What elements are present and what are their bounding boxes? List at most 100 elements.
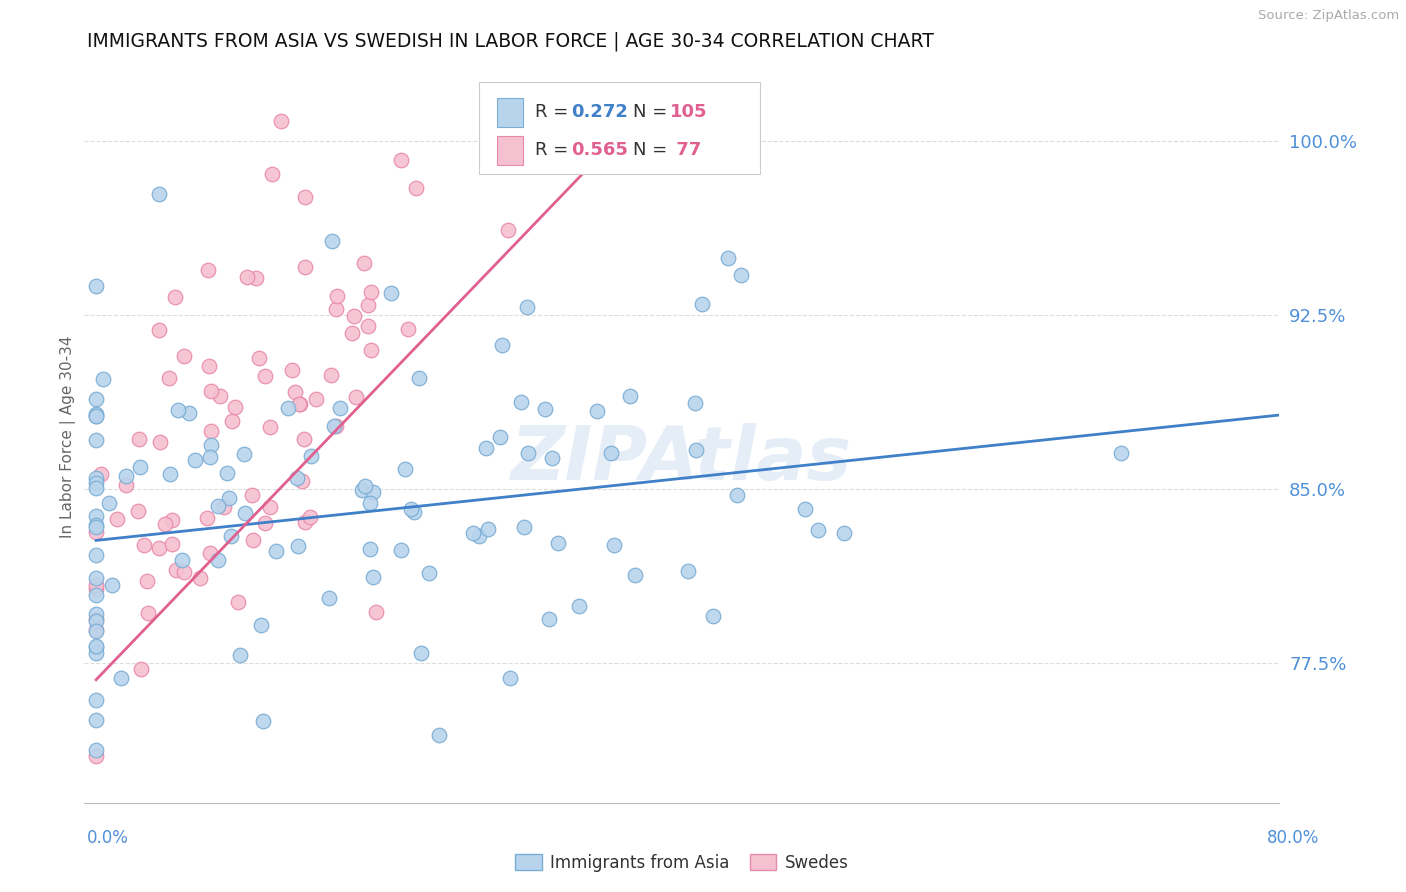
- Point: [298, 510, 321, 524]
- Text: 80.0%: 80.0%: [1267, 829, 1319, 847]
- Point: [236, 270, 259, 285]
- Point: [177, 405, 200, 419]
- Point: [148, 323, 170, 337]
- Point: [353, 479, 375, 493]
- Text: N =: N =: [633, 103, 673, 121]
- Point: [285, 470, 308, 484]
- Point: [364, 605, 387, 619]
- Point: [516, 300, 538, 314]
- Point: [229, 648, 252, 662]
- Point: [323, 419, 346, 434]
- Point: [717, 251, 740, 265]
- Point: [290, 474, 312, 488]
- Point: [129, 662, 152, 676]
- Point: [98, 496, 121, 510]
- Point: [127, 504, 149, 518]
- Legend: Immigrants from Asia, Swedes: Immigrants from Asia, Swedes: [509, 847, 855, 879]
- Point: [359, 542, 381, 557]
- Point: [360, 343, 382, 357]
- Point: [1109, 445, 1132, 459]
- Point: [794, 502, 817, 516]
- Point: [200, 384, 222, 398]
- Point: [252, 714, 274, 728]
- Point: [299, 449, 322, 463]
- Point: [200, 424, 222, 438]
- Point: [208, 389, 231, 403]
- Point: [100, 577, 122, 591]
- Point: [259, 419, 281, 434]
- Point: [110, 671, 132, 685]
- Point: [84, 407, 107, 421]
- Point: [463, 525, 485, 540]
- Point: [148, 541, 170, 555]
- Point: [730, 268, 752, 282]
- Text: R =: R =: [534, 141, 574, 159]
- Point: [603, 538, 626, 552]
- Point: [233, 447, 256, 461]
- Point: [253, 368, 276, 383]
- Point: [477, 522, 499, 536]
- Point: [198, 450, 221, 464]
- Point: [135, 574, 157, 588]
- Point: [212, 500, 235, 514]
- Point: [207, 500, 229, 514]
- Point: [533, 401, 555, 416]
- Point: [277, 401, 299, 415]
- Point: [84, 548, 107, 562]
- Point: [405, 180, 427, 194]
- Point: [832, 526, 855, 541]
- Point: [207, 553, 229, 567]
- Point: [93, 372, 115, 386]
- Point: [136, 606, 159, 620]
- Point: [325, 419, 347, 434]
- Point: [399, 502, 422, 516]
- Point: [294, 516, 316, 530]
- Point: [247, 351, 270, 366]
- Point: [676, 564, 699, 578]
- Point: [380, 285, 402, 300]
- Point: [408, 370, 430, 384]
- Point: [221, 414, 243, 428]
- Point: [84, 692, 107, 706]
- Point: [84, 409, 107, 423]
- Point: [84, 749, 107, 764]
- Point: [475, 441, 498, 455]
- Point: [84, 582, 107, 596]
- Point: [183, 453, 205, 467]
- Point: [568, 599, 591, 614]
- Point: [343, 309, 366, 323]
- Point: [198, 546, 221, 560]
- Point: [807, 523, 830, 537]
- Point: [396, 322, 419, 336]
- Point: [160, 513, 183, 527]
- FancyBboxPatch shape: [496, 136, 523, 165]
- Point: [84, 525, 107, 540]
- Point: [683, 396, 706, 410]
- Point: [404, 505, 426, 519]
- Point: [360, 285, 382, 300]
- Point: [200, 438, 222, 452]
- Point: [363, 569, 385, 583]
- Point: [288, 397, 311, 411]
- Text: 0.0%: 0.0%: [87, 829, 129, 847]
- Point: [725, 488, 748, 502]
- Point: [84, 624, 107, 638]
- Point: [197, 262, 219, 277]
- Point: [165, 562, 187, 576]
- Point: [270, 114, 292, 128]
- Point: [84, 433, 107, 447]
- Point: [685, 443, 707, 458]
- Point: [488, 430, 510, 444]
- Point: [105, 511, 128, 525]
- Point: [253, 516, 276, 530]
- Point: [84, 615, 107, 629]
- Point: [541, 450, 564, 465]
- Point: [599, 446, 621, 460]
- Point: [129, 460, 152, 475]
- Point: [128, 432, 150, 446]
- Point: [619, 389, 641, 403]
- Point: [84, 508, 107, 523]
- Point: [304, 392, 326, 407]
- Text: 77: 77: [669, 141, 702, 159]
- Point: [391, 153, 413, 167]
